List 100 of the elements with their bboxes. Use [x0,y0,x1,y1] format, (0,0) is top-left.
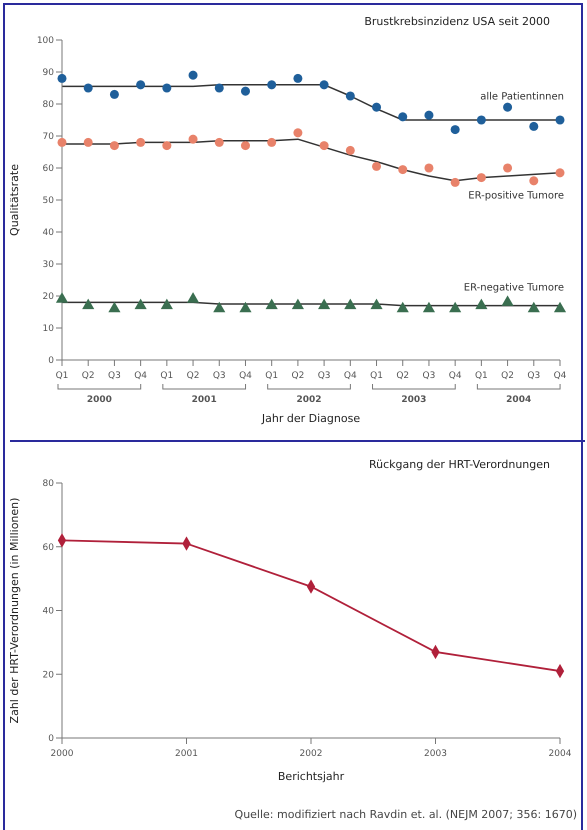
point [57,138,67,147]
point [554,302,566,312]
x-tick-label: Q2 [291,371,304,381]
point [240,86,250,96]
point [396,302,409,312]
y-tick-label: 100 [36,36,54,46]
series-label: ER-negative Tumore [464,282,564,294]
point [214,83,224,93]
x-tick-label: Q3 [527,371,540,381]
y-tick-label: 20 [42,292,54,302]
x-tick-label: 2003 [424,749,447,759]
x-tick-label: 2004 [548,749,572,759]
point [529,122,538,131]
series-label: ER-positive Tumore [468,190,564,202]
x-tick-label: Q1 [160,371,174,381]
source-note: Quelle: modifiziert nach Ravdin et. al. (NEJM 2007; 356: 1670) [234,808,577,821]
x-tick-label: Q1 [265,371,278,381]
point [239,302,252,312]
point [320,141,329,150]
x-tick-label: Q4 [134,371,148,381]
y-tick-label: 20 [42,670,54,680]
text: 2002 [296,395,322,405]
point [422,302,436,312]
point [213,302,226,312]
x-tick-label: Q4 [344,371,357,381]
y-tick-label: 40 [42,228,54,238]
point [134,298,147,310]
x-tick-label: Q2 [501,371,514,381]
point [503,163,512,173]
point [136,138,146,147]
point [188,134,198,144]
x-tick-label: 2002 [300,749,322,759]
point [320,80,329,90]
x-tick-label: Q4 [554,371,567,381]
y-tick-label: 80 [42,100,54,110]
x-axis-title: Berichtsjahr [278,770,345,783]
point [475,298,488,310]
point [240,141,250,150]
text: 2000 [86,395,112,405]
point [528,302,540,312]
text: 2001 [192,395,217,405]
point [424,163,434,173]
point [318,298,330,310]
x-tick-label: Q3 [212,371,226,381]
x-tick-label: Q4 [239,371,252,381]
point [110,141,119,150]
x-tick-label: 2000 [50,749,74,759]
y-tick-label: 0 [48,356,54,366]
x-tick-label: Q2 [82,371,95,381]
x-tick-label: Q2 [186,371,200,381]
text: 2003 [401,395,426,405]
y-axis-title: Qualitätsrate [8,164,21,236]
point [555,168,565,178]
point [110,90,119,99]
point [266,298,278,310]
point [57,74,67,83]
point [344,298,356,310]
y-tick-label: 60 [42,164,54,174]
point [370,298,383,310]
y-tick-label: 40 [42,606,54,617]
x-tick-label: Q1 [56,371,68,381]
y-tick-label: 50 [42,196,54,206]
point [160,298,173,310]
y-tick-label: 70 [42,132,54,142]
x-tick-label: Q1 [474,371,488,381]
point [162,83,172,93]
point [136,80,146,90]
y-tick-label: 30 [42,260,54,270]
x-tick-label: Q1 [370,371,383,381]
y-axis-title: Zahl der HRT-Verordnungen (in Millionen) [8,498,21,724]
point [186,292,200,303]
y-tick-label: 0 [48,734,54,744]
text: 2004 [506,395,532,405]
x-tick-label: 2001 [175,749,198,759]
x-tick-label: Q3 [422,371,436,381]
point [82,298,94,310]
point [555,115,565,125]
point [267,138,276,147]
point [267,80,276,90]
point [529,176,538,186]
y-tick-label: 90 [42,68,54,78]
y-tick-label: 60 [42,542,54,553]
point [372,102,382,112]
point [293,128,302,138]
series-label: alle Patientinnen [480,91,564,102]
point [502,295,514,306]
point [56,292,68,303]
point [84,83,93,93]
y-tick-label: 10 [42,324,54,334]
point [84,138,93,147]
point [162,141,172,150]
point [450,125,460,134]
point [188,70,198,80]
point [450,178,460,187]
x-tick-label: Q4 [448,371,462,381]
point [449,302,462,312]
point [398,165,408,174]
point [503,102,512,112]
x-axis-title: Jahr der Diagnose [260,412,360,425]
point [476,115,486,125]
